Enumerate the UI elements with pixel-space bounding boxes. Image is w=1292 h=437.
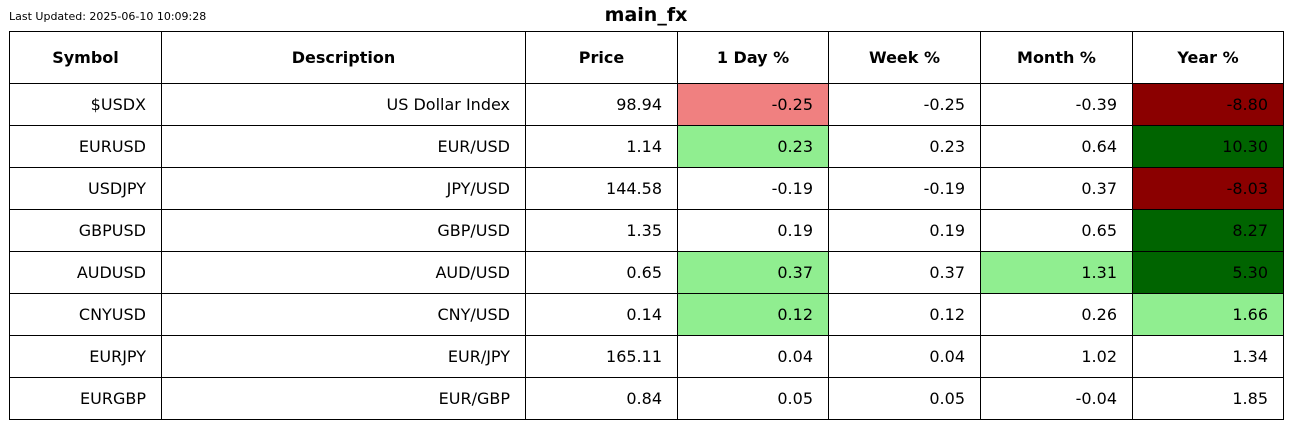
month-change-cell: 0.65 <box>980 209 1133 252</box>
symbol-cell: AUDUSD <box>9 251 162 294</box>
symbol-cell: USDJPY <box>9 167 162 210</box>
year-change-cell: 1.66 <box>1132 293 1284 336</box>
price-cell: 0.65 <box>525 251 678 294</box>
month-change-cell: 0.26 <box>980 293 1133 336</box>
table-row: $USDX US Dollar Index 98.94 -0.25 -0.25 -0.39… <box>9 83 1284 126</box>
column-header-week: Week % <box>828 31 981 84</box>
year-change-cell: 1.85 <box>1132 377 1284 420</box>
week-change-cell: 0.05 <box>828 377 981 420</box>
description-cell: EUR/JPY <box>161 335 526 378</box>
table-row: USDJPY JPY/USD 144.58 -0.19 -0.19 0.37 -8.03 <box>9 167 1284 210</box>
year-change-cell: 10.30 <box>1132 125 1284 168</box>
description-cell: CNY/USD <box>161 293 526 336</box>
description-cell: AUD/USD <box>161 251 526 294</box>
price-cell: 0.14 <box>525 293 678 336</box>
column-header-year: Year % <box>1132 31 1284 84</box>
symbol-cell: EURJPY <box>9 335 162 378</box>
table-row: CNYUSD CNY/USD 0.14 0.12 0.12 0.26 1.66 <box>9 293 1284 336</box>
week-change-cell: 0.23 <box>828 125 981 168</box>
month-change-cell: 0.37 <box>980 167 1133 210</box>
week-change-cell: 0.04 <box>828 335 981 378</box>
month-change-cell: 1.02 <box>980 335 1133 378</box>
table-row: EURUSD EUR/USD 1.14 0.23 0.23 0.64 10.30 <box>9 125 1284 168</box>
symbol-cell: CNYUSD <box>9 293 162 336</box>
table-row: GBPUSD GBP/USD 1.35 0.19 0.19 0.65 8.27 <box>9 209 1284 252</box>
description-cell: JPY/USD <box>161 167 526 210</box>
symbol-cell: GBPUSD <box>9 209 162 252</box>
header-row: Symbol Description Price 1 Day % Week % … <box>9 31 1284 84</box>
column-header-description: Description <box>161 31 526 84</box>
month-change-cell: 0.64 <box>980 125 1133 168</box>
day-change-cell: 0.05 <box>677 377 829 420</box>
year-change-cell: -8.80 <box>1132 83 1284 126</box>
day-change-cell: 0.19 <box>677 209 829 252</box>
day-change-cell: 0.37 <box>677 251 829 294</box>
description-cell: EUR/USD <box>161 125 526 168</box>
table-row: AUDUSD AUD/USD 0.65 0.37 0.37 1.31 5.30 <box>9 251 1284 294</box>
description-cell: US Dollar Index <box>161 83 526 126</box>
column-header-symbol: Symbol <box>9 31 162 84</box>
year-change-cell: -8.03 <box>1132 167 1284 210</box>
table-row: EURGBP EUR/GBP 0.84 0.05 0.05 -0.04 1.85 <box>9 377 1284 420</box>
day-change-cell: -0.25 <box>677 83 829 126</box>
description-cell: EUR/GBP <box>161 377 526 420</box>
year-change-cell: 8.27 <box>1132 209 1284 252</box>
day-change-cell: -0.19 <box>677 167 829 210</box>
price-cell: 1.35 <box>525 209 678 252</box>
column-header-price: Price <box>525 31 678 84</box>
column-header-month: Month % <box>980 31 1133 84</box>
fx-table-body: $USDX US Dollar Index 98.94 -0.25 -0.25 -0.39… <box>9 83 1284 420</box>
symbol-cell: EURUSD <box>9 125 162 168</box>
price-cell: 98.94 <box>525 83 678 126</box>
table-title: main_fx <box>604 4 688 26</box>
price-cell: 0.84 <box>525 377 678 420</box>
week-change-cell: 0.19 <box>828 209 981 252</box>
fx-table: Symbol Description Price 1 Day % Week % … <box>9 31 1284 420</box>
year-change-cell: 5.30 <box>1132 251 1284 294</box>
week-change-cell: 0.37 <box>828 251 981 294</box>
price-cell: 1.14 <box>525 125 678 168</box>
day-change-cell: 0.23 <box>677 125 829 168</box>
day-change-cell: 0.12 <box>677 293 829 336</box>
month-change-cell: -0.39 <box>980 83 1133 126</box>
symbol-cell: EURGBP <box>9 377 162 420</box>
symbol-cell: $USDX <box>9 83 162 126</box>
week-change-cell: 0.12 <box>828 293 981 336</box>
week-change-cell: -0.25 <box>828 83 981 126</box>
month-change-cell: 1.31 <box>980 251 1133 294</box>
table-row: EURJPY EUR/JPY 165.11 0.04 0.04 1.02 1.34 <box>9 335 1284 378</box>
day-change-cell: 0.04 <box>677 335 829 378</box>
description-cell: GBP/USD <box>161 209 526 252</box>
week-change-cell: -0.19 <box>828 167 981 210</box>
price-cell: 144.58 <box>525 167 678 210</box>
price-cell: 165.11 <box>525 335 678 378</box>
month-change-cell: -0.04 <box>980 377 1133 420</box>
year-change-cell: 1.34 <box>1132 335 1284 378</box>
last-updated-label: Last Updated: 2025-06-10 10:09:28 <box>9 10 207 23</box>
column-header-1-day: 1 Day % <box>677 31 829 84</box>
